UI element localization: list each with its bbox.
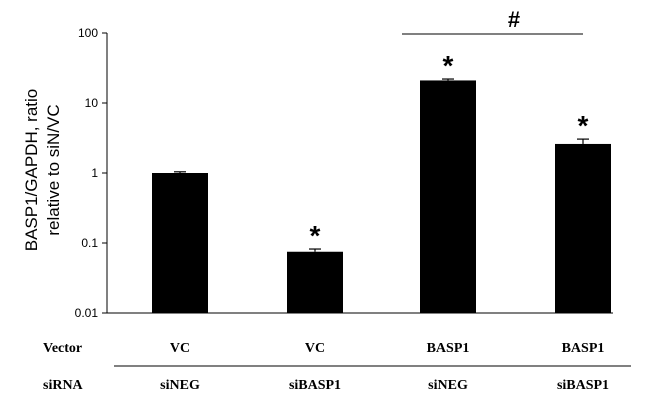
- significance-mark-1: *: [310, 220, 321, 251]
- vector-row-label: Vector: [43, 341, 82, 356]
- y-tick-label-4: 0.01: [75, 306, 99, 320]
- vector-label-0: VC: [170, 341, 190, 356]
- bar-2: [420, 80, 476, 314]
- sirna-row-label: siRNA: [43, 378, 84, 393]
- vector-label-1: VC: [305, 341, 325, 356]
- y-ticks: 100 10 1 0.1 0.01: [75, 26, 107, 320]
- significance-bracket: #: [402, 7, 583, 35]
- y-axis-label-line2: relative to siN/VC: [44, 104, 63, 235]
- sirna-label-1: siBASP1: [289, 378, 341, 393]
- vector-label-2: BASP1: [427, 341, 470, 356]
- bar-3: [555, 143, 611, 313]
- significance-mark-3: *: [578, 110, 589, 141]
- sirna-label-0: siNEG: [160, 378, 200, 393]
- bars: * * *: [152, 50, 611, 314]
- y-tick-label-2: 1: [91, 166, 98, 180]
- sirna-label-3: siBASP1: [557, 378, 609, 393]
- vector-label-3: BASP1: [562, 341, 605, 356]
- bracket-label: #: [508, 7, 520, 32]
- condition-labels: VC siNEG VC siBASP1 BASP1 siNEG BASP1 siBASP1: [160, 341, 609, 393]
- sirna-label-2: siNEG: [428, 378, 468, 393]
- y-tick-label-1: 10: [85, 96, 99, 110]
- y-tick-label-3: 0.1: [81, 236, 98, 250]
- significance-mark-2: *: [443, 50, 454, 81]
- bar-0: [152, 173, 208, 313]
- y-axis-label-line1: BASP1/GAPDH, ratio: [22, 89, 41, 252]
- bar-1: [287, 251, 343, 313]
- y-tick-label-0: 100: [78, 26, 98, 40]
